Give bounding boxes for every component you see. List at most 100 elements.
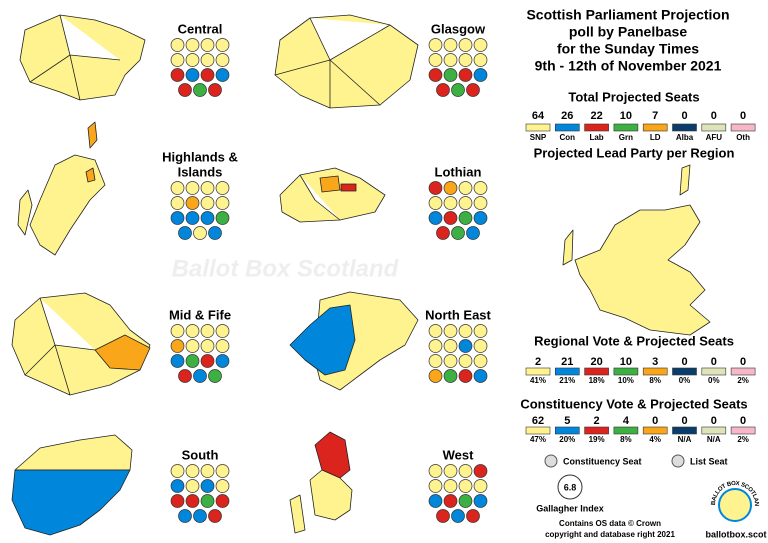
- party-key: [584, 123, 609, 132]
- seat: [473, 68, 488, 82]
- title: Scottish Parliament Projection poll by P…: [526, 7, 729, 74]
- seat-count: 0: [711, 415, 717, 427]
- seat-count: 0: [681, 415, 687, 427]
- legend-symbol: [671, 454, 685, 468]
- seat: [215, 38, 230, 52]
- seat: [200, 196, 215, 210]
- seat: [473, 369, 488, 383]
- seat: [215, 68, 230, 82]
- seat-count: 22: [590, 110, 602, 122]
- map-lothian-lab: [340, 183, 357, 192]
- seat: [185, 479, 200, 493]
- seat: [208, 83, 222, 97]
- region-name: South: [182, 447, 219, 462]
- seat: [428, 354, 443, 368]
- seat-count: 26: [561, 110, 573, 122]
- seat-count: 7: [652, 110, 658, 122]
- legend-symbol: [544, 454, 558, 468]
- seat: [170, 464, 185, 478]
- title-line: for the Sunday Times: [557, 41, 699, 57]
- vote-share: 19%: [589, 435, 605, 444]
- seat: [473, 479, 488, 493]
- seat: [451, 226, 465, 240]
- seat: [473, 53, 488, 67]
- seat: [473, 339, 488, 353]
- seat: [443, 339, 458, 353]
- vote-share: 4%: [649, 435, 661, 444]
- seat: [215, 354, 230, 368]
- seat: [170, 181, 185, 195]
- seat: [208, 369, 222, 383]
- seat: [458, 196, 473, 210]
- map-west: [289, 469, 353, 534]
- seat: [458, 479, 473, 493]
- seat: [170, 494, 185, 508]
- seat: [215, 479, 230, 493]
- seat-count: 0: [711, 110, 717, 122]
- credit: Contains OS data © Crown: [559, 519, 661, 528]
- seat: [428, 196, 443, 210]
- seat: [428, 479, 443, 493]
- seat: [466, 83, 480, 97]
- seat-count: 0: [740, 356, 746, 368]
- seat: [473, 181, 488, 195]
- map-north-east-con: [289, 304, 356, 376]
- region-name: Lothian: [435, 164, 482, 179]
- seat-count: 4: [623, 415, 630, 427]
- seat: [178, 226, 192, 240]
- seat: [466, 226, 480, 240]
- seat: [215, 181, 230, 195]
- seat: [185, 211, 200, 225]
- seat: [443, 181, 458, 195]
- vote-share: 2%: [737, 376, 749, 385]
- seat: [473, 38, 488, 52]
- seat: [428, 68, 443, 82]
- seat: [193, 226, 207, 240]
- seat: [200, 324, 215, 338]
- seat: [170, 196, 185, 210]
- seat: [473, 494, 488, 508]
- vote-share: 8%: [620, 435, 632, 444]
- seat: [178, 509, 192, 523]
- seat: [458, 68, 473, 82]
- seat: [200, 354, 215, 368]
- party-key: [613, 123, 639, 132]
- region-name: Islands: [178, 164, 223, 179]
- seat: [466, 509, 480, 523]
- seat: [185, 68, 200, 82]
- seat: [170, 339, 185, 353]
- seat: [428, 369, 443, 383]
- seat: [458, 181, 473, 195]
- seat-count: 0: [740, 415, 746, 427]
- seat: [443, 68, 458, 82]
- seat-count: 2: [594, 415, 600, 427]
- party-key: [525, 426, 551, 435]
- seat: [200, 211, 215, 225]
- logo-site: ballotbox.scot: [705, 529, 766, 539]
- seat: [428, 181, 443, 195]
- region-name: Mid & Fife: [169, 307, 231, 322]
- party-key: [701, 367, 727, 376]
- map-mid-fife: [11, 292, 151, 396]
- seat: [185, 494, 200, 508]
- map-central: [19, 14, 146, 101]
- seat: [200, 38, 215, 52]
- seat: [170, 479, 185, 493]
- seat: [200, 479, 215, 493]
- vote-share: 20%: [559, 435, 575, 444]
- seat: [215, 53, 230, 67]
- seat: [443, 324, 458, 338]
- region-name: North East: [425, 307, 491, 322]
- seat: [443, 354, 458, 368]
- seat: [185, 196, 200, 210]
- seat: [443, 479, 458, 493]
- seat: [200, 181, 215, 195]
- seat: [215, 464, 230, 478]
- party-label: SNP: [530, 133, 547, 142]
- watermark: Ballot Box Scotland: [172, 255, 400, 282]
- seat-count: 20: [590, 356, 602, 368]
- party-key: [613, 426, 639, 435]
- seat: [473, 324, 488, 338]
- seat: [428, 324, 443, 338]
- seat: [193, 509, 207, 523]
